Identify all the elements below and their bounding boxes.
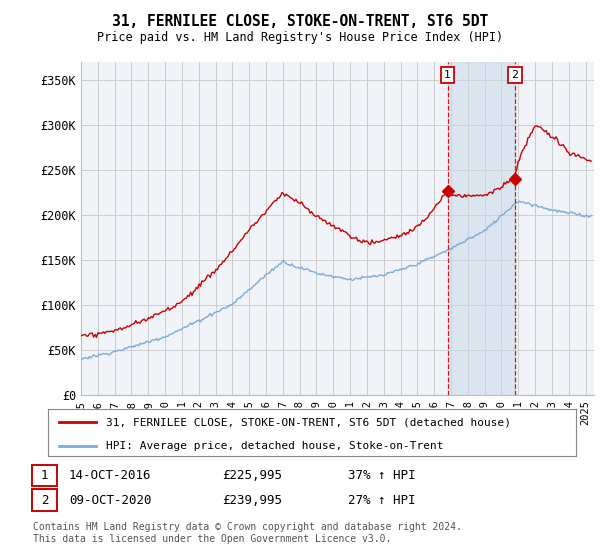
Text: 09-OCT-2020: 09-OCT-2020: [69, 493, 151, 507]
Text: HPI: Average price, detached house, Stoke-on-Trent: HPI: Average price, detached house, Stok…: [106, 441, 443, 451]
Text: Price paid vs. HM Land Registry's House Price Index (HPI): Price paid vs. HM Land Registry's House …: [97, 31, 503, 44]
Text: 31, FERNILEE CLOSE, STOKE-ON-TRENT, ST6 5DT (detached house): 31, FERNILEE CLOSE, STOKE-ON-TRENT, ST6 …: [106, 417, 511, 427]
Text: 1: 1: [444, 70, 451, 80]
Bar: [448, 62, 515, 395]
Text: 14-OCT-2016: 14-OCT-2016: [69, 469, 151, 482]
Text: £239,995: £239,995: [222, 493, 282, 507]
Text: 31, FERNILEE CLOSE, STOKE-ON-TRENT, ST6 5DT: 31, FERNILEE CLOSE, STOKE-ON-TRENT, ST6 …: [112, 14, 488, 29]
Text: 2: 2: [511, 70, 518, 80]
Text: 1: 1: [41, 469, 48, 482]
Text: 37% ↑ HPI: 37% ↑ HPI: [348, 469, 415, 482]
Text: 27% ↑ HPI: 27% ↑ HPI: [348, 493, 415, 507]
Text: £225,995: £225,995: [222, 469, 282, 482]
Text: Contains HM Land Registry data © Crown copyright and database right 2024.
This d: Contains HM Land Registry data © Crown c…: [33, 522, 462, 544]
Text: 2: 2: [41, 493, 48, 507]
